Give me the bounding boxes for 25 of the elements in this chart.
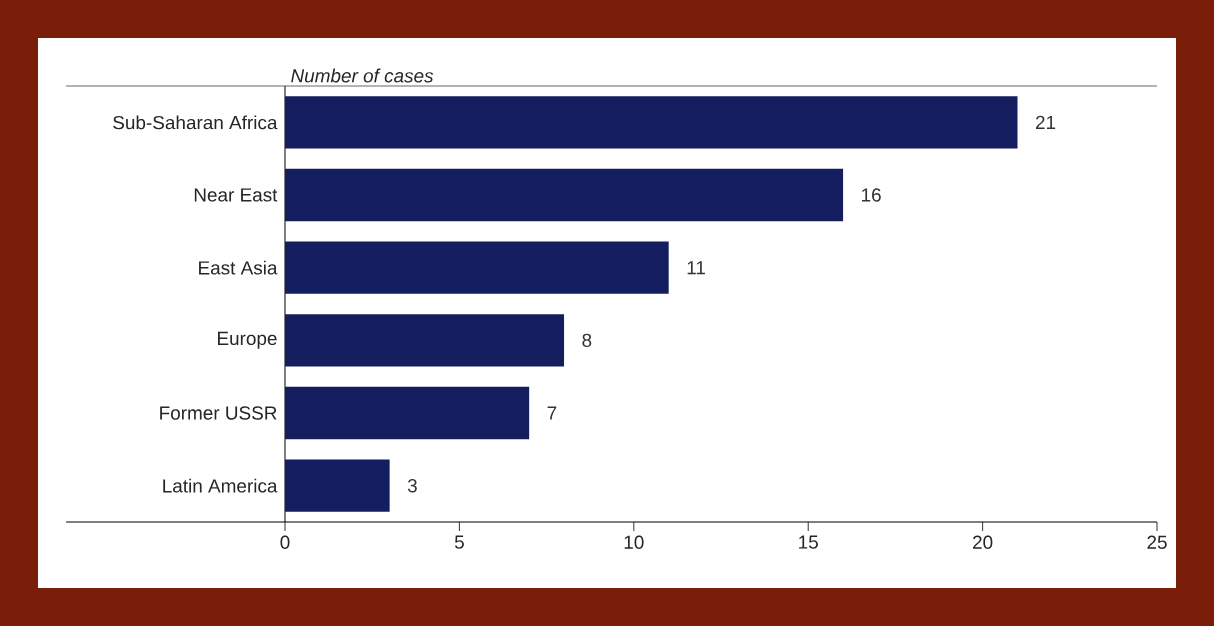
- data-label: 8: [582, 333, 592, 348]
- bar: [285, 96, 1018, 149]
- bar: [285, 459, 390, 512]
- data-label: 21: [1035, 115, 1056, 129]
- y-tick-label: East Asia: [199, 260, 278, 275]
- y-tick-label: Sub-Saharan Africa: [113, 115, 278, 130]
- bar: [285, 168, 844, 222]
- data-label: 16: [862, 188, 881, 202]
- y-tick-label: Latin America: [163, 478, 278, 493]
- x-tick-label: 20: [973, 535, 993, 549]
- x-tick-label: 10: [624, 535, 644, 549]
- x-tick-label: 25: [1147, 535, 1167, 549]
- bar: [285, 314, 565, 367]
- y-tick-label: Former USSR: [160, 406, 277, 420]
- x-axis-title: Number of cases: [291, 68, 434, 83]
- x-tick-label: 5: [454, 535, 464, 549]
- data-label: 3: [407, 478, 417, 493]
- y-tick-label: Europe: [217, 331, 277, 349]
- data-label: 7: [547, 406, 557, 420]
- bar: [285, 241, 669, 294]
- x-tick-label: 15: [799, 535, 818, 549]
- data-label: 11: [687, 261, 705, 275]
- y-tick-label: Near East: [194, 188, 278, 202]
- bar: [285, 386, 530, 440]
- x-tick-label: 0: [280, 535, 290, 549]
